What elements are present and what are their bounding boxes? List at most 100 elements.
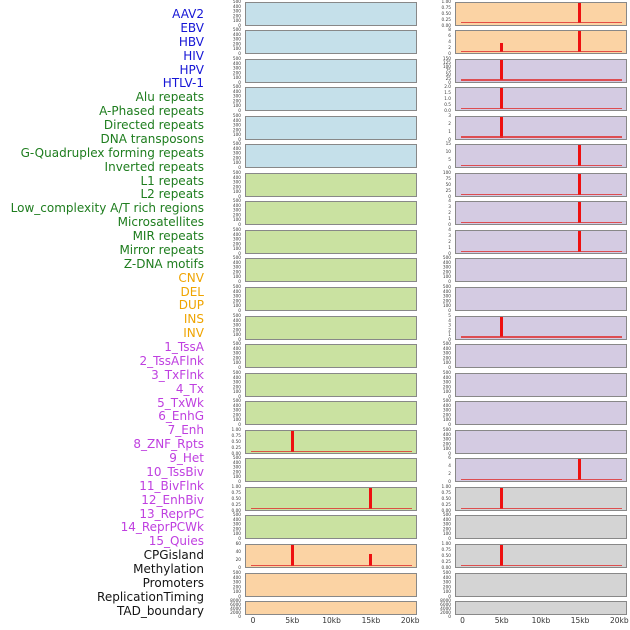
- signal-spike: [577, 145, 581, 167]
- signal-spike: [290, 545, 294, 566]
- y-tick-label: 20: [235, 557, 241, 563]
- signal-spike: [499, 43, 503, 52]
- y-tick-label: 500: [232, 313, 241, 319]
- y-tick-label: 4: [448, 317, 451, 323]
- y-tick-label: 100: [442, 360, 451, 366]
- y-tick-label: 300: [442, 379, 451, 385]
- y-axis-tick-list: 500 400 300 200 100 0: [217, 256, 241, 284]
- y-tick-label: 0: [448, 337, 451, 343]
- y-tick-label: 0: [448, 194, 451, 200]
- y-axis-ticks: 1.00 0.75 0.50 0.25 0.00: [219, 428, 243, 456]
- y-axis-ticks: 500 400 300 200 100 0: [219, 0, 243, 28]
- y-tick-label: 2: [448, 121, 451, 127]
- y-tick-label: 0: [448, 51, 451, 57]
- y-tick-label: 0.25: [441, 17, 451, 22]
- y-tick-label: 40: [235, 549, 241, 555]
- y-axis-tick-list: 500 400 300 200 100 0: [217, 285, 241, 313]
- y-tick-label: 0: [238, 365, 241, 371]
- y-tick-label: 400: [442, 289, 451, 295]
- y-tick-label: 0.5: [444, 102, 451, 108]
- y-tick-label: 0: [448, 308, 451, 314]
- feature-label: TAD_boundary: [116, 603, 204, 618]
- y-axis-tick-list: 1.00 0.75 0.50 0.25 0.00: [217, 428, 241, 456]
- feature-label: DUP: [178, 298, 204, 313]
- y-tick-label: 500: [442, 427, 451, 433]
- y-tick-label: 0: [448, 251, 451, 257]
- y-tick-label: 100: [232, 360, 241, 366]
- y-axis-ticks: 500 400 300 200 100 0: [429, 342, 453, 370]
- feature-label: Promoters: [142, 575, 204, 590]
- y-axis-ticks: 500 400 300 200 100 0: [219, 570, 243, 599]
- y-axis-tick-list: 500 400 300 200 100 0: [217, 399, 241, 427]
- y-tick-label: 25: [445, 188, 451, 194]
- y-axis-tick-list: 500 400 300 200 100 0: [427, 256, 451, 284]
- y-tick-label: 500: [442, 341, 451, 347]
- signal-baseline: [461, 22, 622, 24]
- y-tick-label: 3: [448, 204, 451, 210]
- y-axis-tick-list: 500 400 300 200 100 0: [217, 313, 241, 343]
- y-tick-label: 100: [232, 303, 241, 309]
- y-tick-label: 400: [232, 374, 241, 380]
- y-axis-ticks: 500 400 300 200 100 0: [219, 371, 243, 399]
- y-axis-tick-list: 15 10 5 0: [427, 142, 451, 170]
- y-tick-label: 300: [232, 151, 241, 157]
- y-tick-label: 0.25: [441, 502, 451, 508]
- y-axis-tick-list: 500 400 300 200 100 0: [217, 114, 241, 142]
- y-tick-label: 300: [232, 208, 241, 214]
- feature-label: EBV: [180, 20, 204, 35]
- y-tick-label: 400: [232, 89, 241, 95]
- y-tick-label: 500: [232, 0, 241, 4]
- y-tick-label: 4: [448, 198, 451, 204]
- plot-panel: [455, 115, 627, 140]
- y-tick-label: 0: [448, 536, 451, 542]
- y-tick-label: 2000: [230, 610, 241, 616]
- y-axis-ticks: 500 400 300 200 100 0: [219, 142, 243, 170]
- y-axis-tick-list: 500 400 300 200 100 0: [217, 228, 241, 256]
- y-tick-label: 400: [232, 32, 241, 38]
- y-axis-ticks: 500 400 300 200 100 0: [219, 114, 243, 142]
- y-axis-tick-list: 1.00 0.75 0.50 0.25 0.00: [427, 0, 451, 28]
- plot-panel: [455, 401, 627, 426]
- y-axis-ticks: 500 400 300 200 100 0: [429, 371, 453, 399]
- plot-panel: [455, 344, 627, 369]
- plot-panel: [455, 30, 627, 55]
- y-tick-label: 0: [238, 337, 241, 343]
- signal-spike: [499, 116, 503, 138]
- feature-label: 13_ReprPC: [139, 506, 204, 521]
- y-tick-label: 400: [232, 289, 241, 295]
- feature-label: HTLV-1: [162, 76, 204, 91]
- y-axis-tick-list: 500 400 300 200 100 0: [427, 570, 451, 598]
- y-tick-label: 0.75: [441, 5, 451, 10]
- y-axis-tick-list: 500 400 300 200 100 0: [217, 513, 241, 541]
- feature-label: AAV2: [172, 7, 204, 21]
- y-tick-label: 1: [448, 245, 451, 251]
- y-axis-tick-list: 100 75 50 25 0: [427, 171, 451, 199]
- y-tick-label: 100: [442, 417, 451, 423]
- signal-baseline: [461, 222, 622, 224]
- feature-label: 3_TxFlnk: [151, 367, 204, 382]
- y-tick-label: 200: [232, 270, 241, 276]
- y-tick-label: 400: [232, 517, 241, 523]
- y-tick-label: 0: [238, 565, 241, 571]
- y-tick-label: 400: [232, 260, 241, 266]
- y-axis-tick-list: 500 400 300 200 100 0: [217, 456, 241, 484]
- y-axis-ticks: 500 400 300 200 100 0: [427, 570, 453, 598]
- y-tick-label: 15: [445, 141, 451, 147]
- y-tick-label: 400: [232, 232, 241, 238]
- y-tick-label: 3: [448, 113, 451, 119]
- y-tick-label: 6: [448, 455, 451, 461]
- y-tick-label: 8000: [230, 598, 241, 604]
- y-tick-label: 0: [238, 394, 241, 400]
- y-axis-ticks: 500 400 300 200 100 0: [219, 56, 243, 84]
- plot-panel: [245, 601, 417, 615]
- y-tick-label: 1.00: [231, 427, 241, 433]
- y-tick-label: 400: [442, 260, 451, 266]
- y-tick-label: 300: [232, 408, 241, 414]
- y-tick-label: 100: [232, 246, 241, 252]
- y-tick-label: 0: [238, 593, 241, 599]
- feature-label: Alu repeats: [135, 90, 204, 105]
- signal-baseline: [461, 250, 622, 252]
- y-tick-label: 200: [232, 127, 241, 133]
